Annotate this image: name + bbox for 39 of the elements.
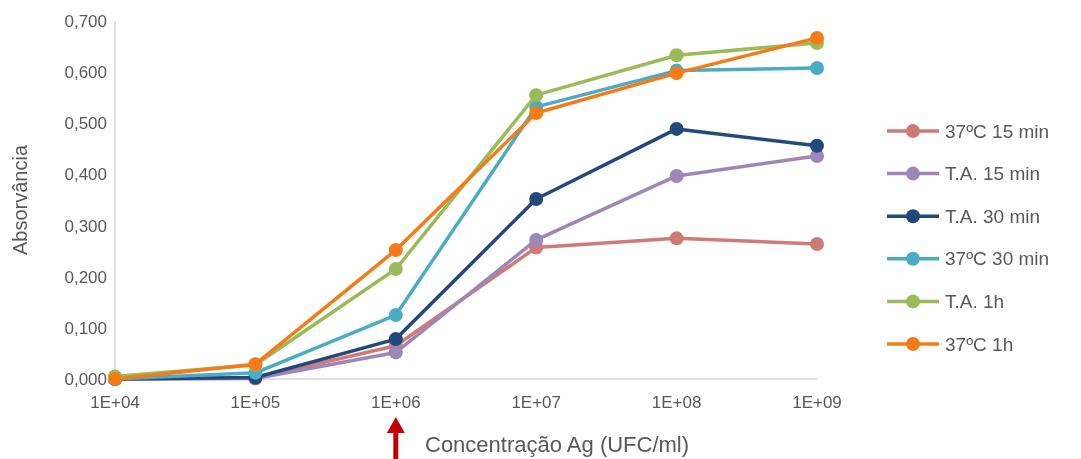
x-tick-label: 1E+06 — [370, 393, 421, 412]
point — [388, 345, 403, 360]
x-axis-title: Concentração Ag (UFC/ml) — [425, 432, 690, 457]
point — [810, 138, 824, 153]
legend-label: T.A. 1h — [945, 291, 1005, 313]
y-tick-label: 0,600 — [64, 63, 107, 83]
x-tick-label: 1E+07 — [511, 393, 562, 412]
y-tick-label: 0,000 — [64, 369, 107, 389]
point — [388, 308, 403, 323]
y-tick-label: 0,400 — [64, 165, 107, 185]
point — [669, 48, 684, 63]
point — [388, 243, 403, 258]
point — [669, 168, 684, 183]
legend-label: 37ºC 15 min — [945, 120, 1050, 142]
point — [810, 61, 824, 76]
legend-label: T.A. 15 min — [945, 163, 1041, 185]
legend-label: 37ºC 30 min — [945, 248, 1050, 270]
point — [529, 191, 544, 206]
x-tick-label: 1E+05 — [230, 393, 281, 412]
legend-label: T.A. 30 min — [945, 205, 1041, 227]
y-tick-label: 0,700 — [64, 11, 107, 31]
point — [388, 262, 403, 277]
y-tick-label: 0,500 — [64, 114, 107, 134]
point — [669, 121, 684, 136]
point — [529, 106, 544, 121]
y-axis-title: Absorvância — [9, 144, 31, 256]
y-tick-label: 0,300 — [64, 216, 107, 236]
y-tick-label: 0,200 — [64, 267, 107, 287]
y-tick-label: 0,100 — [64, 318, 107, 338]
x-tick-label: 1E+09 — [792, 393, 842, 412]
point — [388, 332, 403, 347]
point — [810, 30, 824, 45]
x-tick-label: 1E+04 — [90, 393, 140, 412]
legend-label: 37ºC 1h — [945, 333, 1014, 355]
point — [669, 231, 684, 246]
x-tick-label: 1E+08 — [651, 393, 702, 412]
point — [810, 236, 824, 251]
point — [529, 88, 544, 103]
point — [529, 232, 544, 247]
